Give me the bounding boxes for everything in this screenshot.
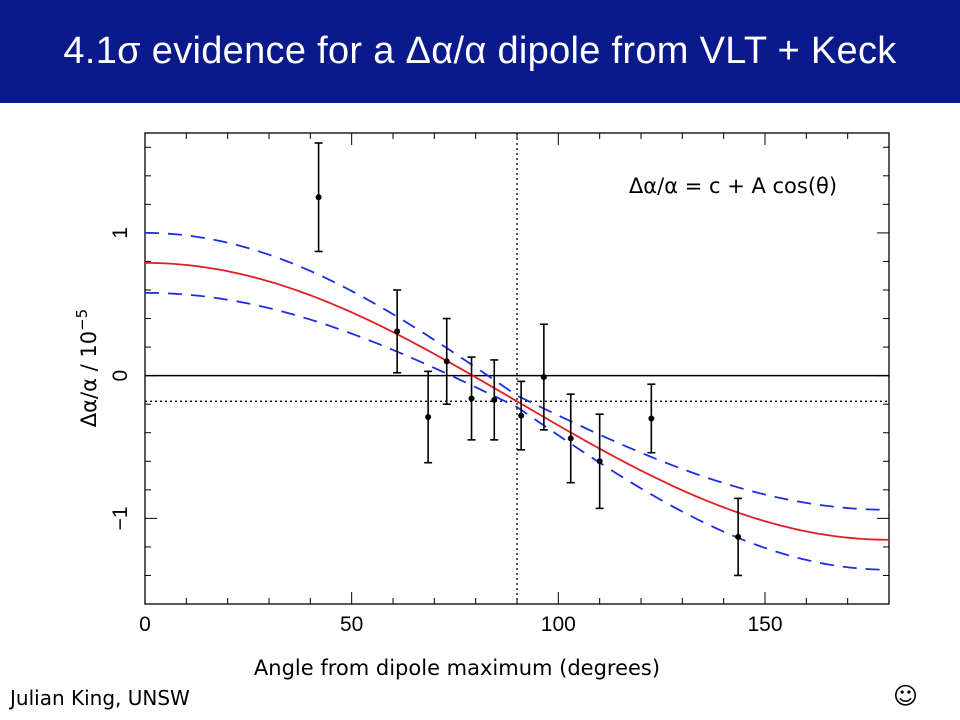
x-tick-label: 0 <box>139 613 151 636</box>
data-point-group <box>490 359 499 441</box>
slide-header: 4.1σ evidence for a Δα/α dipole from VLT… <box>0 0 960 103</box>
data-point <box>735 533 742 540</box>
data-point-group <box>314 142 323 253</box>
y-axis-label-text: Δα/α / 10 <box>77 331 101 427</box>
y-axis-label-exponent: −5 <box>73 309 91 331</box>
fit-curve <box>145 261 889 541</box>
data-point <box>491 396 498 403</box>
slide-title: 4.1σ evidence for a Δα/α dipole from VLT… <box>63 30 897 72</box>
x-tick-label: 50 <box>340 613 363 636</box>
data-point-group <box>566 393 575 484</box>
y-tick-label: 0 <box>109 370 132 382</box>
dipole-chart: 0 50 100 150 −1 0 1 Angle from dipole maximum (… <box>73 132 890 680</box>
data-point-group <box>734 497 743 577</box>
smiley-icon: ☺ <box>893 682 919 710</box>
data-point-group <box>517 380 526 451</box>
data-point <box>315 194 322 201</box>
data-point-group <box>467 356 476 441</box>
footer-author: Julian King, UNSW <box>10 686 190 710</box>
y-tick-label: 1 <box>109 227 132 239</box>
data-point <box>596 458 603 465</box>
data-point <box>518 412 525 419</box>
data-point-group <box>393 289 402 374</box>
confidence-band-upper <box>145 232 889 511</box>
y-axis-label: Δα/α / 10−5 <box>73 309 101 427</box>
data-point-group <box>647 383 656 454</box>
data-point <box>648 415 655 422</box>
data-point <box>567 435 574 442</box>
data-point <box>468 395 475 402</box>
x-axis-label: Angle from dipole maximum (degrees) <box>254 656 660 680</box>
confidence-band-lower <box>145 291 889 571</box>
data-point <box>394 328 401 335</box>
data-point-group <box>539 323 548 431</box>
data-point-group <box>595 413 604 510</box>
data-point <box>443 358 450 365</box>
data-point-group <box>442 317 451 405</box>
y-tick-label: −1 <box>109 506 132 530</box>
data-point-group <box>424 370 433 464</box>
data-point <box>425 414 432 421</box>
x-tick-label: 100 <box>541 613 576 636</box>
data-point <box>540 374 547 381</box>
x-tick-label: 150 <box>747 613 782 636</box>
fit-equation-annotation: Δα/α = c + A cos(θ) <box>629 174 837 198</box>
